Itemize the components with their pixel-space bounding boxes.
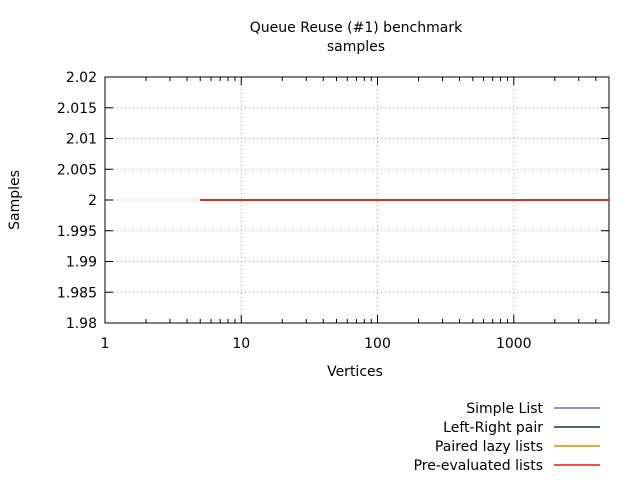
y-tick-label: 2.005 [57, 162, 97, 178]
legend-label-left-right-pair: Left-Right pair [443, 420, 543, 436]
y-tick-label: 1.995 [57, 224, 97, 240]
y-tick-label: 2.01 [66, 132, 97, 148]
y-tick-label: 1.98 [66, 316, 97, 332]
tick-labels: 1.98 1.985 1.99 1.995 2 2.005 2.01 2.015 2.02 1 10… [57, 70, 532, 352]
x-tick-label: 1 [101, 336, 110, 352]
x-tick-label: 100 [364, 336, 391, 352]
y-tick-label: 2.015 [57, 101, 97, 117]
legend-label-paired-lazy-lists: Paired lazy lists [435, 439, 543, 455]
y-tick-label: 2.02 [66, 70, 97, 86]
chart-subtitle: samples [327, 39, 385, 55]
legend-label-simple-list: Simple List [466, 401, 543, 417]
y-tick-label: 1.99 [66, 255, 97, 271]
grid [105, 77, 609, 323]
legend: Simple List Left-Right pair Paired lazy li… [414, 401, 600, 474]
legend-label-pre-evaluated-lists: Pre-evaluated lists [414, 458, 543, 474]
y-tick-label: 1.985 [57, 285, 97, 301]
x-tick-label: 10 [232, 336, 250, 352]
x-axis-label: Vertices [327, 364, 383, 380]
chart-title: Queue Reuse (#1) benchmark [250, 20, 463, 36]
x-tick-label: 1000 [496, 336, 532, 352]
y-axis-label: Samples [7, 170, 23, 230]
y-tick-label: 2 [88, 193, 97, 209]
